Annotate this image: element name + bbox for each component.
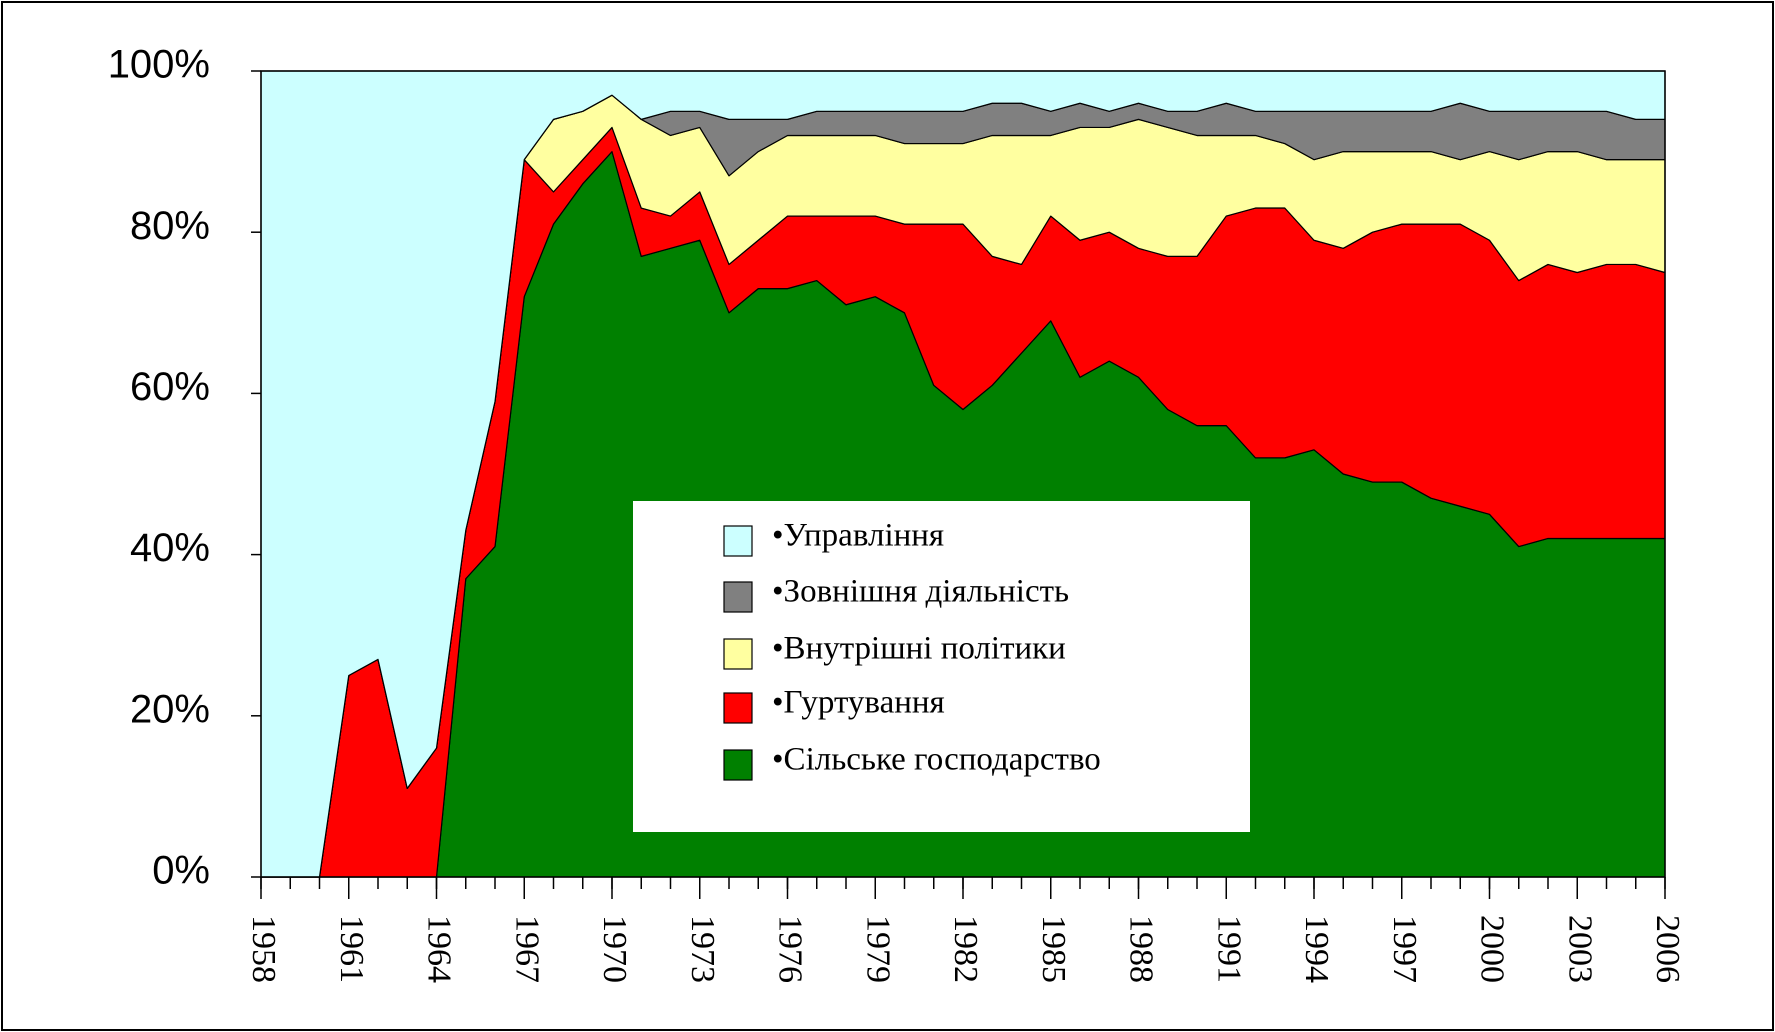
- y-tick-label: 0%: [152, 849, 210, 893]
- y-tick-label: 20%: [130, 687, 210, 731]
- legend-label: •Внутрішні політики: [772, 631, 1066, 667]
- x-tick-label: 2003: [1561, 915, 1598, 983]
- x-tick-label: 1964: [421, 915, 458, 983]
- legend-label: •Гуртування: [772, 685, 945, 721]
- x-tick-label: 1976: [772, 915, 809, 983]
- x-tick-label: 1985: [1035, 915, 1072, 983]
- legend-swatch: [723, 581, 753, 613]
- x-tick-label: 1997: [1386, 915, 1423, 983]
- legend-swatch: [723, 638, 753, 670]
- x-tick-label: 1970: [596, 915, 633, 983]
- legend-swatch: [723, 692, 753, 724]
- legend-label: •Сільське господарство: [772, 742, 1101, 778]
- x-tick-label: 1967: [508, 915, 545, 983]
- y-tick-label: 40%: [130, 526, 210, 570]
- x-tick-label: 1994: [1298, 915, 1335, 983]
- x-tick-label: 1982: [947, 915, 984, 983]
- legend-label: •Зовнішня діяльність: [772, 574, 1069, 610]
- x-tick-label: 1973: [684, 915, 721, 983]
- legend-swatch: [723, 525, 753, 557]
- y-tick-label: 80%: [130, 204, 210, 248]
- y-tick-label: 60%: [130, 365, 210, 409]
- legend: •Управління •Зовнішня діяльність •Внутрішн…: [633, 501, 1250, 832]
- x-tick-label: 1958: [245, 915, 282, 983]
- x-tick-label: 2000: [1474, 915, 1511, 983]
- legend-label: •Управління: [772, 518, 944, 554]
- x-tick-label: 1991: [1210, 915, 1247, 983]
- legend-swatch: [723, 749, 753, 781]
- x-tick-label: 1979: [859, 915, 896, 983]
- x-tick-label: 2006: [1649, 915, 1686, 983]
- x-tick-label: 1961: [333, 915, 370, 983]
- y-tick-label: 100%: [108, 43, 210, 87]
- x-tick-label: 1988: [1123, 915, 1160, 983]
